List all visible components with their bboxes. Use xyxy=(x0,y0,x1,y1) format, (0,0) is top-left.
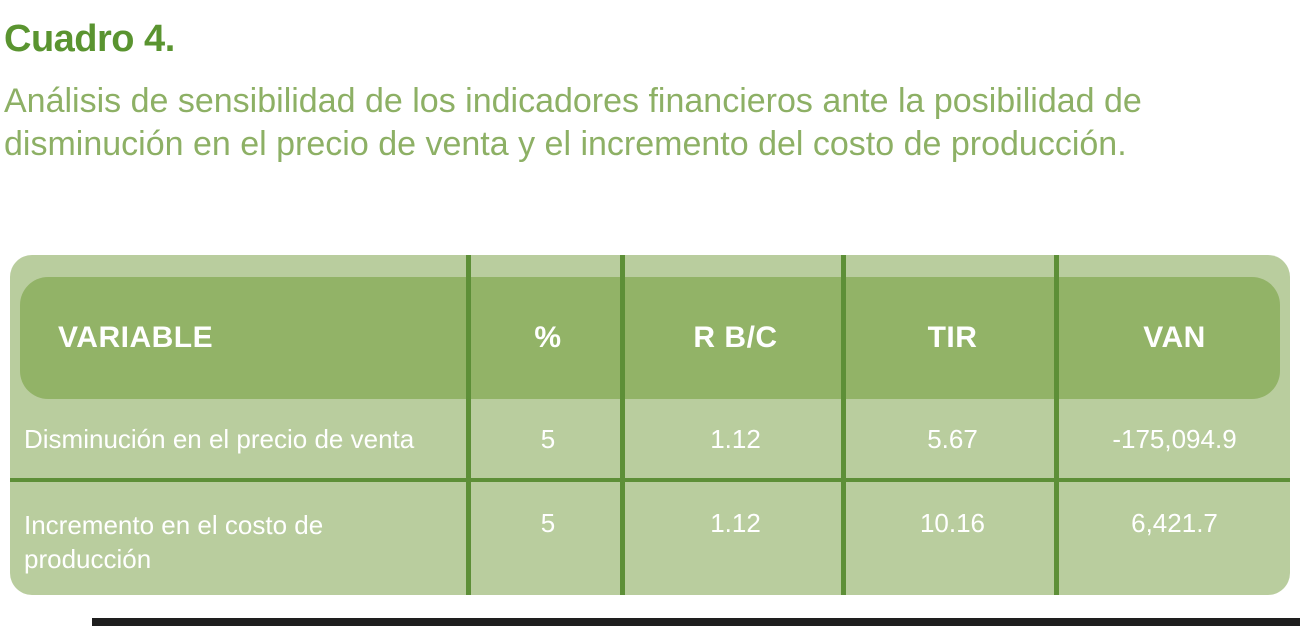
header-percent: % xyxy=(534,321,562,354)
table-caption-number: Cuadro 4. xyxy=(4,18,175,60)
row-rbc: 1.12 xyxy=(710,423,761,454)
table-header-band xyxy=(20,277,1280,399)
column-divider xyxy=(466,255,471,595)
row-percent: 5 xyxy=(540,423,556,454)
column-divider xyxy=(1054,255,1059,595)
sensitivity-table: VARIABLE % R B/C TIR VAN Disminución en … xyxy=(10,255,1290,595)
row-tir: 10.16 xyxy=(919,508,986,538)
header-rbc: R B/C xyxy=(693,321,778,354)
table-row: Incremento en el costo de producción 5 1… xyxy=(10,482,1290,595)
header-van: VAN xyxy=(1143,321,1206,354)
column-divider xyxy=(841,255,846,595)
row-tir: 5.67 xyxy=(927,423,978,454)
row-van: 6,421.7 xyxy=(1131,508,1218,538)
row-rbc: 1.12 xyxy=(710,508,761,538)
row-divider xyxy=(10,478,1290,482)
header-tir: TIR xyxy=(927,321,978,354)
row-van: -175,094.9 xyxy=(1112,423,1237,454)
table-row: Disminución en el precio de venta 5 1.12… xyxy=(10,399,1290,479)
bottom-edge-bar xyxy=(92,618,1300,626)
table-caption-text: Análisis de sensibilidad de los indicado… xyxy=(4,82,1142,163)
column-divider xyxy=(620,255,625,595)
header-variable: VARIABLE xyxy=(58,321,214,354)
row-variable: Disminución en el precio de venta xyxy=(24,423,415,454)
table-header-row: VARIABLE % R B/C TIR VAN xyxy=(10,277,1290,399)
row-variable: Incremento en el costo de producción xyxy=(24,510,324,574)
row-percent: 5 xyxy=(540,508,556,538)
